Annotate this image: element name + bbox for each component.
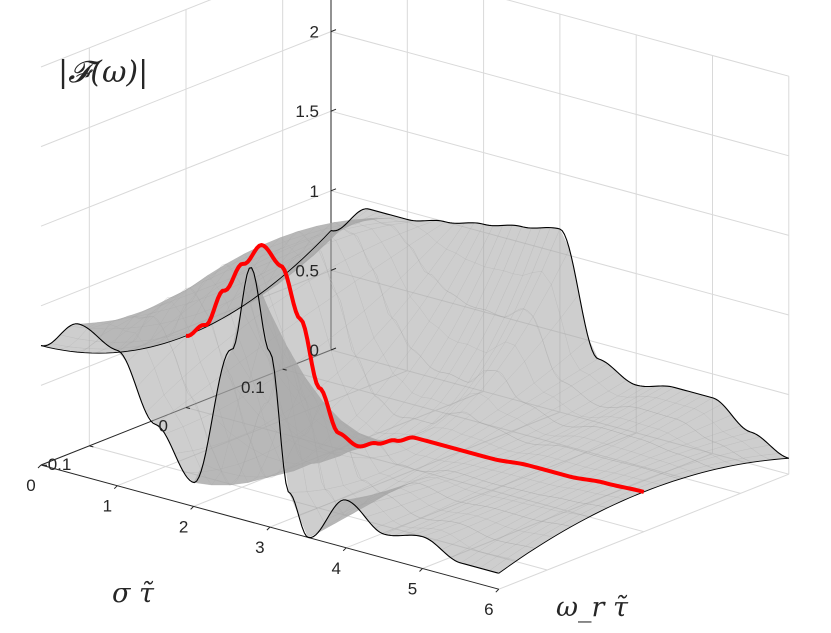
x-axis-label: ω_r τ̃ [556, 592, 629, 623]
edge-curve-front [40, 267, 499, 574]
z-tick-label: 0.5 [295, 261, 319, 280]
y-tick-label: -0.1 [42, 455, 71, 474]
z-tick-mark [330, 188, 337, 192]
y-axis-label: σ τ̃ [112, 578, 155, 609]
x-tick-mark [266, 526, 271, 531]
y-tick-label: 0 [159, 417, 168, 436]
x-tick-label: 0 [26, 476, 35, 495]
z-tick-label: 0 [310, 341, 319, 360]
highlight-curve [185, 243, 645, 494]
x-tick-label: 6 [484, 600, 493, 619]
x-tick-label: 5 [408, 580, 417, 599]
x-tick-mark [190, 506, 194, 510]
edge-curve-back [330, 208, 789, 459]
z-axis-label: |𝓕(ω)| [58, 55, 148, 90]
x-tick-label: 2 [179, 517, 188, 536]
x-tick-label: 1 [103, 497, 112, 516]
y-tick-label: 0.1 [241, 378, 265, 397]
z-tick-mark [330, 347, 337, 351]
x-tick-label: 3 [255, 538, 264, 557]
z-tick-mark [330, 267, 337, 271]
z-tick-label: 1.5 [295, 102, 319, 121]
z-tick-label: 1 [310, 182, 319, 201]
y-tick-mark [89, 445, 94, 448]
y-tick-mark [185, 407, 191, 409]
x-tick-mark [113, 485, 118, 490]
highlight-curve-layer [185, 243, 645, 494]
z-tick-mark [330, 29, 337, 33]
x-tick-label: 4 [331, 559, 340, 578]
x-tick-mark [37, 464, 42, 469]
z-tick-mark [330, 108, 337, 112]
x-tick-mark [495, 588, 500, 593]
x-tick-mark [419, 568, 423, 572]
z-tick-label: 2 [310, 23, 319, 42]
x-tick-mark [342, 547, 347, 552]
grid-line-back-wall-z [506, 0, 789, 77]
y-tick-mark [282, 368, 287, 371]
